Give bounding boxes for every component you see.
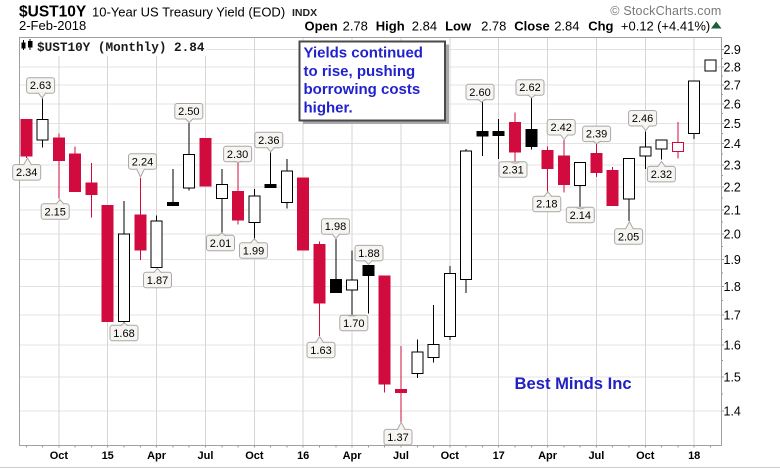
svg-text:2.32: 2.32 <box>651 169 672 181</box>
svg-text:2.46: 2.46 <box>632 113 653 125</box>
svg-text:2.2: 2.2 <box>724 180 741 194</box>
svg-text:Apr: Apr <box>147 450 167 462</box>
svg-text:2.05: 2.05 <box>618 231 639 243</box>
svg-text:2.31: 2.31 <box>502 164 523 176</box>
svg-text:1.37: 1.37 <box>387 432 408 444</box>
svg-text:higher.: higher. <box>304 99 353 116</box>
svg-text:2.60: 2.60 <box>469 87 490 99</box>
svg-text:17: 17 <box>493 450 505 462</box>
svg-text:1.88: 1.88 <box>358 248 379 260</box>
svg-text:2.01: 2.01 <box>210 238 231 250</box>
svg-text:Oct: Oct <box>50 450 69 462</box>
svg-text:2.78: 2.78 <box>481 19 506 34</box>
svg-text:1.70: 1.70 <box>343 318 364 330</box>
svg-text:Jul: Jul <box>393 450 409 462</box>
svg-text:2.62: 2.62 <box>519 82 540 94</box>
svg-text:High: High <box>376 19 405 34</box>
svg-text:Oct: Oct <box>245 450 264 462</box>
svg-text:Yields continued: Yields continued <box>304 45 423 62</box>
svg-text:1.8: 1.8 <box>724 280 741 294</box>
svg-text:1.63: 1.63 <box>310 345 331 357</box>
svg-text:2.5: 2.5 <box>724 117 741 131</box>
svg-text:Apr: Apr <box>538 450 558 462</box>
svg-text:2.18: 2.18 <box>536 199 557 211</box>
svg-text:INDX: INDX <box>292 7 317 19</box>
svg-text:15: 15 <box>102 450 114 462</box>
svg-text:Best Minds Inc: Best Minds Inc <box>515 374 632 393</box>
svg-text:1.99: 1.99 <box>243 245 264 257</box>
svg-text:2.14: 2.14 <box>570 210 591 222</box>
svg-text:10-Year US Treasury Yield (EOD: 10-Year US Treasury Yield (EOD) <box>92 5 285 20</box>
svg-text:2.6: 2.6 <box>724 97 741 111</box>
svg-text:2.36: 2.36 <box>258 135 279 147</box>
svg-text:2.84: 2.84 <box>554 19 579 34</box>
svg-text:16: 16 <box>297 450 309 462</box>
svg-text:Oct: Oct <box>441 450 460 462</box>
svg-text:2.1: 2.1 <box>724 203 741 217</box>
svg-text:2.3: 2.3 <box>724 158 741 172</box>
svg-text:2.4: 2.4 <box>724 137 741 151</box>
svg-text:2.42: 2.42 <box>550 122 571 134</box>
svg-text:(+4.41%): (+4.41%) <box>657 19 710 34</box>
svg-text:2.7: 2.7 <box>724 79 741 93</box>
svg-text:2.34: 2.34 <box>16 167 37 179</box>
svg-text:2.8: 2.8 <box>724 61 741 75</box>
svg-text:2.39: 2.39 <box>586 129 607 141</box>
svg-text:1.6: 1.6 <box>724 338 741 352</box>
svg-text:Close: Close <box>514 19 549 34</box>
svg-text:1.68: 1.68 <box>113 328 134 340</box>
svg-text:+0.12: +0.12 <box>621 19 654 34</box>
svg-text:2.78: 2.78 <box>343 19 368 34</box>
svg-text:$UST10Y: $UST10Y <box>19 4 87 21</box>
svg-text:Apr: Apr <box>343 450 363 462</box>
svg-text:1.5: 1.5 <box>724 370 741 384</box>
svg-text:2.30: 2.30 <box>227 149 248 161</box>
svg-text:2.50: 2.50 <box>178 106 199 118</box>
svg-text:borrowing costs: borrowing costs <box>304 81 421 98</box>
svg-text:Chg: Chg <box>588 19 613 34</box>
svg-text:2.84: 2.84 <box>412 19 437 34</box>
svg-text:Oct: Oct <box>636 450 655 462</box>
svg-text:2.0: 2.0 <box>724 228 741 242</box>
svg-text:1.9: 1.9 <box>724 253 741 267</box>
svg-text:1.7: 1.7 <box>724 308 741 322</box>
svg-text:Jul: Jul <box>588 450 604 462</box>
svg-text:$UST10Y (Monthly) 2.84: $UST10Y (Monthly) 2.84 <box>37 40 205 55</box>
svg-text:1.87: 1.87 <box>147 275 168 287</box>
svg-text:2.63: 2.63 <box>30 80 51 92</box>
svg-text:1.98: 1.98 <box>325 221 346 233</box>
svg-text:Low: Low <box>445 19 472 34</box>
svg-text:Open: Open <box>305 19 338 34</box>
svg-text:2-Feb-2018: 2-Feb-2018 <box>19 18 86 33</box>
svg-text:Jul: Jul <box>198 450 214 462</box>
svg-text:to rise, pushing: to rise, pushing <box>304 63 416 80</box>
svg-text:2.9: 2.9 <box>724 43 741 57</box>
svg-text:18: 18 <box>688 450 700 462</box>
svg-text:2.24: 2.24 <box>132 156 153 168</box>
svg-text:2.15: 2.15 <box>44 206 65 218</box>
svg-text:© StockCharts.com: © StockCharts.com <box>610 4 721 18</box>
svg-text:1.4: 1.4 <box>724 405 741 419</box>
